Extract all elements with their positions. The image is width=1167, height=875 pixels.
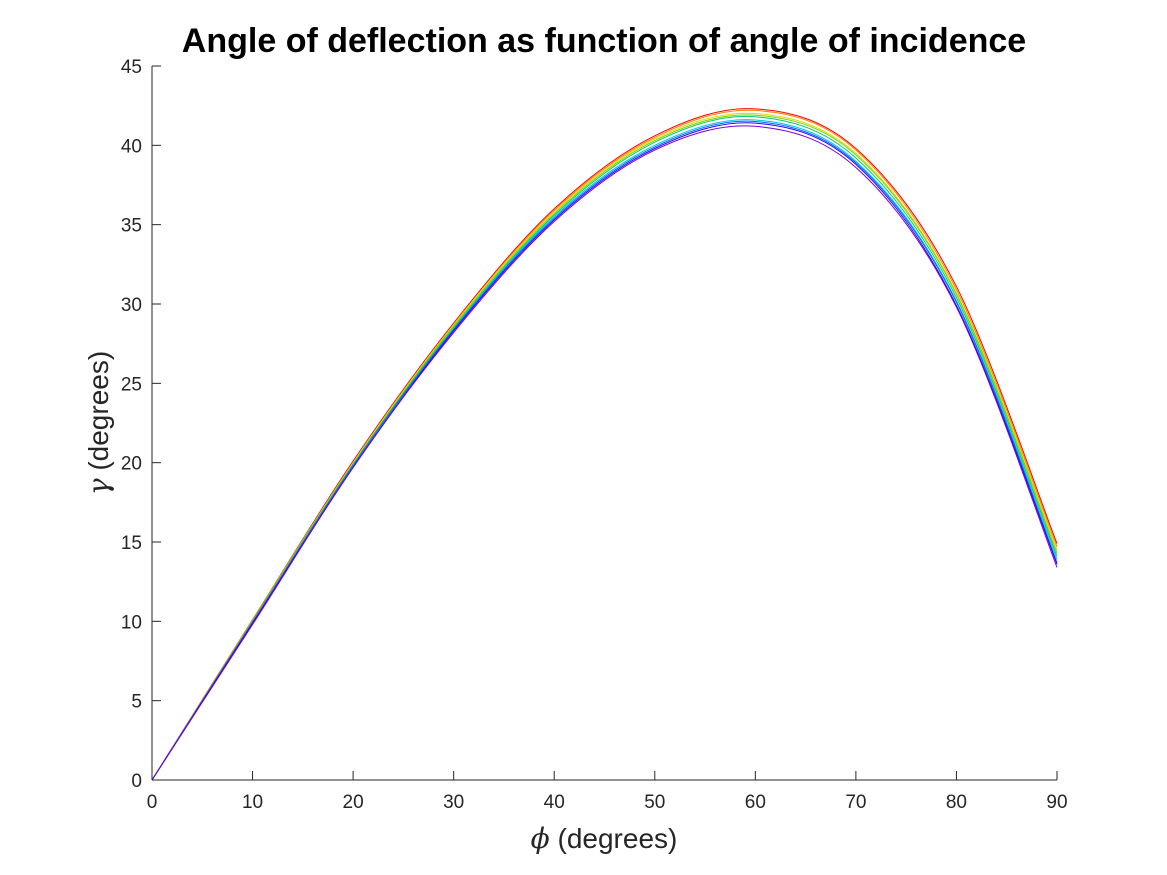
y-tick-label: 15 bbox=[121, 533, 142, 554]
y-tick-label: 45 bbox=[121, 57, 142, 78]
y-axis-label: γ (degrees) bbox=[82, 351, 115, 495]
series-group bbox=[151, 108, 1058, 781]
x-axis-symbol: ϕ bbox=[531, 822, 550, 855]
x-ticks: 0 10 20 30 40 50 60 70 80 90 bbox=[147, 771, 1068, 813]
x-axis-label-text: (degrees) bbox=[550, 823, 678, 854]
axes bbox=[151, 66, 1057, 781]
x-tick-label: 70 bbox=[845, 792, 866, 813]
x-tick-label: 80 bbox=[946, 792, 967, 813]
y-tick-label: 10 bbox=[121, 612, 142, 633]
y-tick-label: 40 bbox=[121, 136, 142, 157]
plot-area bbox=[152, 66, 1057, 780]
x-axis-label: ϕ (degrees) bbox=[531, 822, 678, 855]
x-tick-label: 60 bbox=[745, 792, 766, 813]
y-axis-symbol: γ bbox=[82, 478, 115, 495]
y-tick-label: 0 bbox=[131, 771, 142, 792]
x-tick-label: 30 bbox=[443, 792, 464, 813]
series-line-2 bbox=[151, 109, 1058, 781]
chart-title: Angle of deflection as function of angle… bbox=[182, 22, 1026, 60]
y-tick-label: 35 bbox=[121, 216, 142, 237]
series-line-5 bbox=[151, 115, 1058, 781]
series-line-8 bbox=[151, 122, 1058, 781]
x-tick-label: 90 bbox=[1046, 792, 1067, 813]
x-tick-label: 10 bbox=[242, 792, 263, 813]
y-axis-label-text: (degrees) bbox=[83, 351, 114, 479]
y-tick-label: 20 bbox=[121, 454, 142, 475]
series-line-9 bbox=[151, 125, 1058, 781]
y-tick-label: 5 bbox=[131, 692, 142, 713]
y-ticks: 0 5 10 15 20 25 30 35 40 45 bbox=[121, 57, 161, 792]
x-tick-label: 50 bbox=[644, 792, 665, 813]
y-tick-label: 30 bbox=[121, 295, 142, 316]
x-tick-label: 0 bbox=[147, 792, 158, 813]
y-tick-label: 25 bbox=[121, 374, 142, 395]
x-tick-label: 40 bbox=[544, 792, 565, 813]
x-tick-label: 20 bbox=[343, 792, 364, 813]
